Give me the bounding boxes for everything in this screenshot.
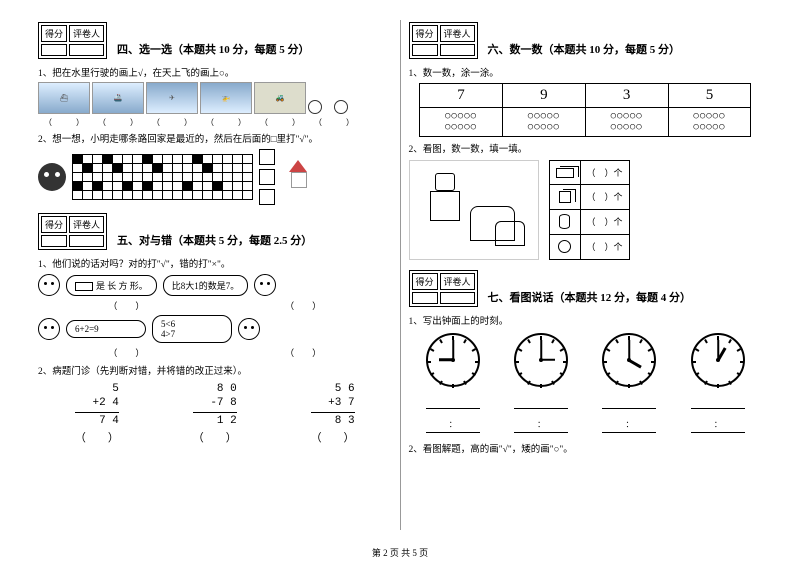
speech-bubble-4: 5<6 4>7 — [152, 315, 232, 343]
robot-illustration — [409, 160, 539, 260]
section-7-title: 七、看图说话（本题共 12 分，每题 4 分） — [488, 289, 692, 305]
circle-cell[interactable]: ○○○○○○○○○○ — [668, 108, 751, 137]
speech-bubble-3: 6+2=9 — [66, 320, 146, 338]
score-box-5: 得分评卷人 — [38, 213, 107, 250]
clock-answer-row[interactable] — [409, 393, 763, 409]
section-5-title: 五、对与错（本题共 5 分，每题 2.5 分） — [117, 232, 312, 248]
score-box-4: 得分评卷人 — [38, 22, 107, 59]
vehicle-cargo-icon: 🚢 — [92, 82, 144, 114]
cube-icon — [559, 191, 571, 203]
score-label: 得分 — [41, 25, 67, 42]
vehicle-ship-icon: ⛴ — [38, 82, 90, 114]
q6-1: 1、数一数，涂一涂。 — [409, 65, 763, 79]
vehicle-helicopter-icon: 🚁 — [200, 82, 252, 114]
shape-count-cell[interactable]: （ ）个 — [580, 235, 629, 259]
q7-1: 1、写出钟面上的时刻。 — [409, 313, 763, 327]
shape-count-cell[interactable]: （ ）个 — [580, 209, 629, 235]
vehicle-ebike-icon — [308, 82, 348, 114]
face-icon — [38, 318, 60, 340]
count-num: 5 — [668, 84, 751, 108]
q6-2: 2、看图，数一数，填一填。 — [409, 141, 763, 155]
count-num: 3 — [585, 84, 668, 108]
house-icon — [281, 160, 315, 194]
score-box-7: 得分评卷人 — [409, 270, 478, 307]
section-6-title: 六、数一数（本题共 10 分，每题 5 分） — [488, 41, 681, 57]
clock-2 — [514, 333, 568, 387]
face-icon — [238, 318, 260, 340]
math-prob-1: 5 +2 4 7 4 （ ） — [75, 382, 119, 445]
count-num: 7 — [420, 84, 503, 108]
face-icon — [254, 274, 276, 296]
speech-bubble-1: 是 长 方 形。 — [66, 275, 157, 296]
child-face-icon — [38, 163, 66, 191]
math-prob-2: 8 0 -7 8 1 2 （ ） — [193, 382, 237, 445]
count-table: 7 9 3 5 ○○○○○○○○○○ ○○○○○○○○○○ ○○○○○○○○○○… — [419, 83, 751, 137]
math-prob-3: 5 6 +3 7 8 3 （ ） — [311, 382, 355, 445]
speech-bubble-2: 比8大1的数是7。 — [163, 275, 249, 296]
maze-checkboxes[interactable] — [259, 149, 275, 205]
q4-1: 1、把在水里行驶的画上√，在天上飞的画上○。 — [38, 65, 392, 79]
circle-cell[interactable]: ○○○○○○○○○○ — [502, 108, 585, 137]
vehicle-plane-icon: ✈ — [146, 82, 198, 114]
sphere-icon — [558, 240, 571, 253]
clock-4 — [691, 333, 745, 387]
vehicle-row: ⛴ 🚢 ✈ 🚁 🚜 — [38, 82, 392, 114]
q7-2: 2、看图解题，高的画"√"，矮的画"○"。 — [409, 441, 763, 455]
q4-2: 2、想一想，小明走哪条路回家是最近的，然后在后面的□里打"√"。 — [38, 131, 392, 145]
face-icon — [38, 274, 60, 296]
circle-cell[interactable]: ○○○○○○○○○○ — [420, 108, 503, 137]
vehicle-paren-row: （ ） （ ） （ ） （ ） （ ） （ ） — [38, 117, 392, 128]
circle-cell[interactable]: ○○○○○○○○○○ — [585, 108, 668, 137]
shape-count-table: （ ）个 （ ）个 （ ）个 （ ）个 — [549, 160, 630, 260]
cuboid-icon — [556, 168, 574, 178]
vehicle-roller-icon: 🚜 — [254, 82, 306, 114]
q5-1: 1、他们说的话对吗？对的打"√"，错的打"×"。 — [38, 256, 392, 270]
score-box-6: 得分评卷人 — [409, 22, 478, 59]
clocks-row — [409, 333, 763, 387]
q5-2: 2、病题门诊（先判断对错，并将错的改正过来）。 — [38, 363, 392, 377]
cylinder-icon — [559, 214, 570, 229]
maze-grid — [72, 154, 253, 200]
shape-count-cell[interactable]: （ ）个 — [580, 160, 629, 184]
clock-1 — [426, 333, 480, 387]
grader-label: 评卷人 — [69, 25, 104, 42]
page-footer: 第 2 页 共 5 页 — [0, 546, 800, 559]
shape-count-cell[interactable]: （ ）个 — [580, 185, 629, 209]
section-4-title: 四、选一选（本题共 10 分，每题 5 分） — [117, 41, 310, 57]
count-num: 9 — [502, 84, 585, 108]
clock-3 — [602, 333, 656, 387]
math-problems: 5 +2 4 7 4 （ ） 8 0 -7 8 1 2 （ ） 5 6 +3 7… — [38, 382, 392, 445]
